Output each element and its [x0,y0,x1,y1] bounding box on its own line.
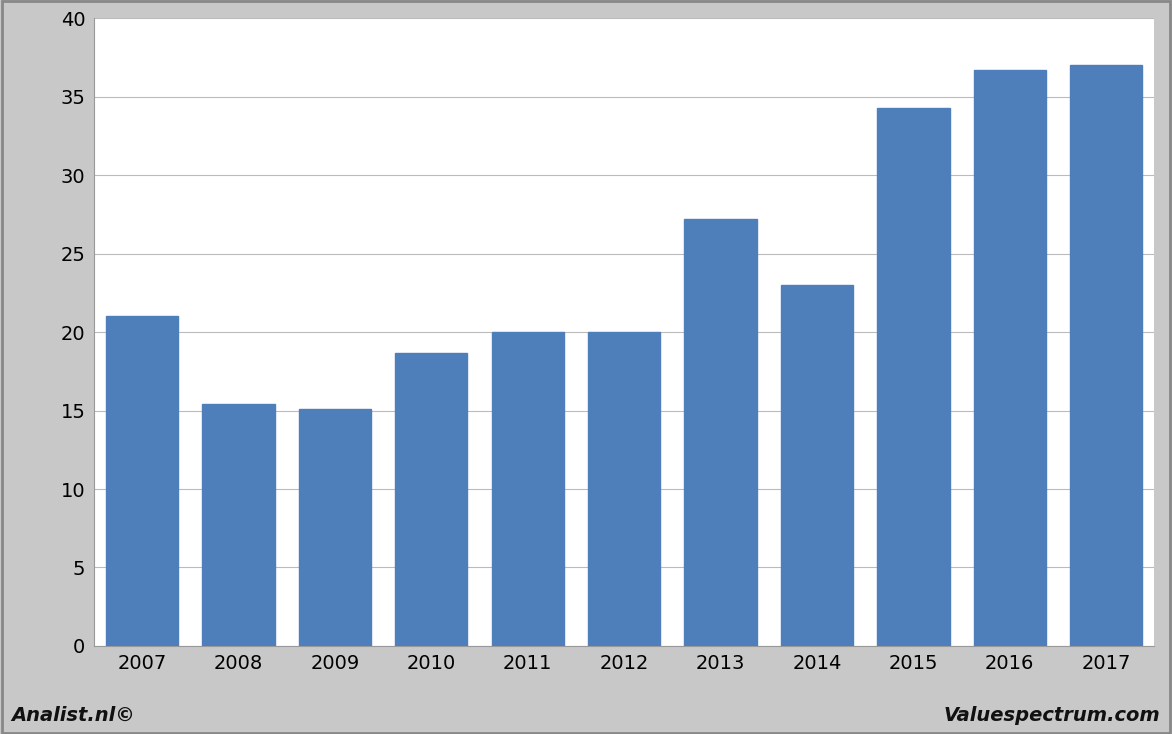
Bar [684,219,757,646]
Bar [491,333,564,646]
Bar [1070,65,1143,646]
Bar [105,316,178,646]
Bar [395,352,468,646]
Bar [299,409,372,646]
Bar [974,70,1045,646]
Bar [203,404,274,646]
Bar [877,108,949,646]
Text: Analist.nl©: Analist.nl© [12,706,136,725]
Bar [588,333,660,646]
Text: Valuespectrum.com: Valuespectrum.com [943,706,1160,725]
Bar [781,285,853,646]
